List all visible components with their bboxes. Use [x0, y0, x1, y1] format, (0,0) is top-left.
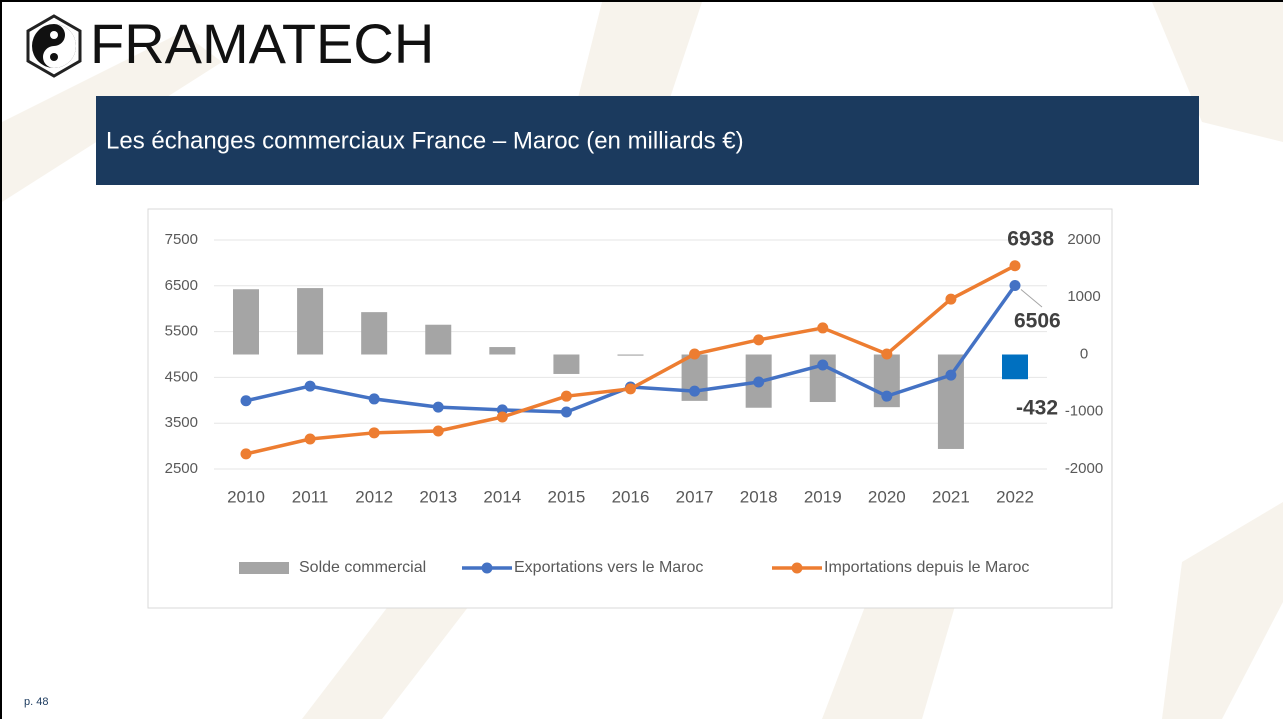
x-tick-label: 2022 — [996, 487, 1034, 506]
legend-swatch — [239, 562, 289, 574]
x-tick-label: 2015 — [548, 487, 586, 506]
line-marker — [432, 401, 444, 413]
logo-text: FRAMATECH — [90, 12, 434, 75]
data-label: 6506 — [1014, 310, 1061, 333]
line-marker — [881, 390, 893, 402]
bar — [233, 289, 259, 355]
line-marker — [689, 348, 701, 360]
y-tick-label: 2500 — [165, 460, 198, 477]
line-marker — [625, 383, 636, 395]
bar — [1002, 354, 1028, 380]
x-tick-label: 2016 — [612, 487, 650, 506]
y-tick-label: 4500 — [165, 368, 198, 385]
legend-label: Solde commercial — [299, 559, 426, 576]
bar — [297, 288, 324, 355]
y2-tick-label: -1000 — [1065, 403, 1103, 420]
line-marker — [240, 395, 252, 407]
line-marker — [560, 406, 572, 418]
line-marker — [368, 427, 380, 439]
line-marker — [368, 393, 380, 405]
legend-label: Importations depuis le Maroc — [824, 559, 1029, 576]
x-tick-label: 2021 — [932, 487, 970, 506]
banner-title: Les échanges commerciaux France – Maroc … — [106, 127, 744, 154]
chart-frame — [147, 208, 1113, 609]
page-number: p. 48 — [24, 696, 48, 708]
legend-label: Exportations vers le Maroc — [514, 559, 703, 576]
x-tick-label: 2019 — [804, 487, 842, 506]
x-tick-label: 2010 — [227, 487, 265, 506]
bar — [617, 354, 644, 356]
line-marker — [753, 334, 765, 346]
line-marker — [496, 411, 508, 423]
bar — [361, 312, 388, 355]
line-marker — [945, 293, 957, 305]
bar — [489, 347, 516, 355]
bar — [937, 354, 964, 449]
x-tick-label: 2014 — [483, 487, 521, 506]
line-marker — [881, 348, 893, 360]
x-tick-label: 2011 — [292, 487, 329, 506]
data-label: -432 — [1016, 397, 1058, 420]
legend-swatch — [791, 562, 803, 574]
line-marker — [689, 385, 701, 397]
y-tick-label: 6500 — [165, 277, 198, 294]
label-leader — [1020, 289, 1043, 308]
y2-tick-label: 2000 — [1067, 231, 1100, 248]
line-marker — [817, 322, 829, 334]
y-tick-label: 3500 — [165, 414, 198, 431]
line-marker — [817, 359, 829, 371]
line-marker — [304, 433, 316, 445]
line-marker — [240, 448, 252, 460]
line-marker — [304, 380, 316, 392]
chart: 2500 3500 4500 5500 6500 7500 -2000 -1000 0 1000 2… — [165, 228, 1104, 577]
x-tick-label: 2013 — [419, 487, 457, 506]
line-marker — [1009, 260, 1021, 272]
x-tick-label: 2012 — [355, 487, 393, 506]
y2-tick-label: 0 — [1080, 345, 1088, 362]
line-marker — [432, 425, 444, 437]
x-tick-label: 2017 — [676, 487, 714, 506]
y2-tick-label: 1000 — [1067, 288, 1100, 305]
y-tick-label: 7500 — [165, 231, 198, 248]
data-label: 6938 — [1007, 228, 1054, 251]
y-tick-label: 5500 — [165, 323, 198, 340]
line-marker — [945, 369, 957, 381]
x-tick-label: 2020 — [868, 487, 906, 506]
bar — [425, 324, 452, 355]
banner — [96, 96, 1199, 185]
y2-tick-label: -2000 — [1065, 460, 1103, 477]
x-tick-label: 2018 — [740, 487, 778, 506]
logo-icon — [26, 14, 82, 78]
bar — [553, 354, 580, 374]
legend-swatch — [481, 562, 493, 574]
line-marker — [560, 390, 572, 402]
line-marker — [753, 376, 765, 388]
line-marker — [1009, 280, 1021, 292]
